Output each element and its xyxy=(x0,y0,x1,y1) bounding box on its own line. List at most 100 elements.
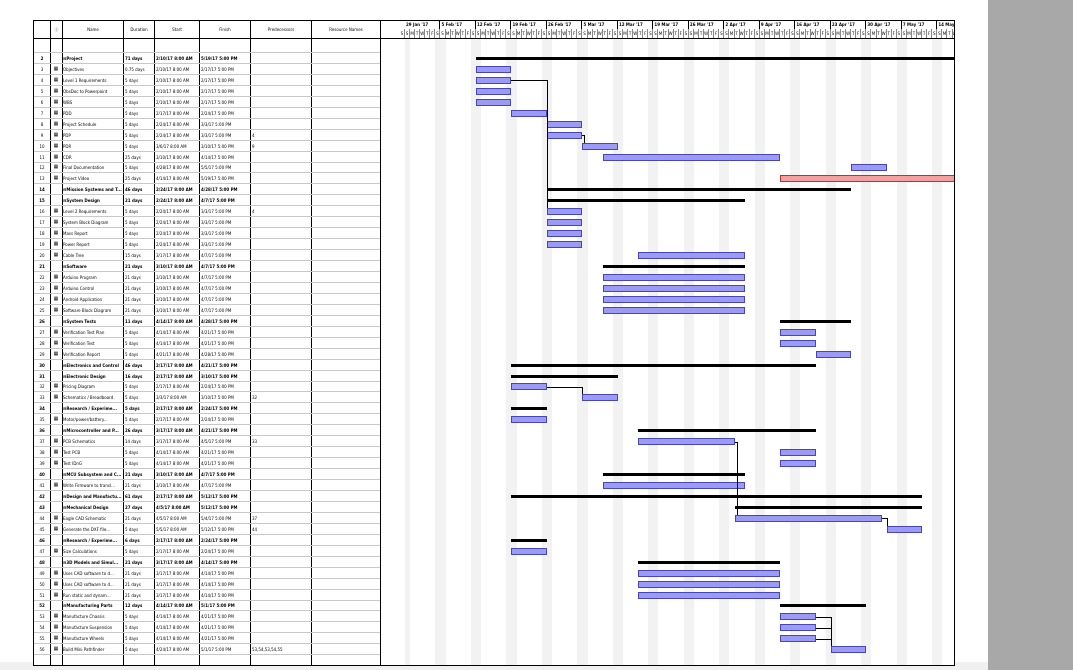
task-predecessors[interactable] xyxy=(251,447,312,458)
task-finish[interactable]: 3/3/17 5:00 PM xyxy=(201,220,232,226)
task-finish[interactable]: 2/24/17 5:00 PM xyxy=(201,417,234,423)
task-name[interactable]: Generate the DXF file... xyxy=(63,526,111,532)
summary-bar[interactable] xyxy=(602,473,745,477)
task-finish[interactable]: 4/14/17 5:00 PM xyxy=(201,154,234,160)
task-predecessors[interactable]: 53,54,53,54,55 xyxy=(252,647,283,653)
task-name[interactable]: ⊟Electronic Design xyxy=(63,373,106,379)
task-name[interactable]: Size Calculations xyxy=(63,548,97,554)
task-start[interactable]: 3/10/17 8:00 AM xyxy=(156,307,190,313)
task-duration[interactable]: 25 days xyxy=(125,176,141,182)
task-start[interactable]: 2/17/17 8:00 AM xyxy=(156,493,193,499)
task-finish[interactable]: 3/3/17 5:00 PM xyxy=(201,209,232,215)
task-name[interactable]: Motor/power/battery... xyxy=(63,417,108,423)
summary-bar[interactable] xyxy=(475,56,954,60)
task-duration[interactable]: 5 days xyxy=(125,417,139,423)
summary-task-row[interactable]: 42 ⊟Design and Manufactu... 61 days 2/17/17… xyxy=(34,491,380,502)
task-bar[interactable] xyxy=(546,219,583,227)
task-row[interactable]: 50 ▦ Uses CAD software to d... 21 days 3/17/… xyxy=(34,579,380,590)
task-predecessors[interactable] xyxy=(251,568,312,579)
task-row[interactable]: 35 ▦ Motor/power/battery... 5 days 2/17/17 8… xyxy=(34,414,380,426)
task-finish[interactable]: 4/7/17 5:00 PM xyxy=(201,198,235,204)
task-id[interactable]: 45 xyxy=(39,526,45,532)
task-start[interactable]: 2/17/17 8:00 AM xyxy=(156,548,190,554)
task-start[interactable]: 2/17/17 8:00 AM xyxy=(156,362,193,368)
summary-task-row[interactable]: 40 ⊟MCU Subsystem and C... 21 days 3/10/17 … xyxy=(34,469,380,481)
task-finish[interactable]: 3/3/17 5:00 PM xyxy=(201,242,232,248)
task-finish[interactable]: 4/28/17 5:00 PM xyxy=(201,187,238,193)
task-finish[interactable]: 4/21/17 5:00 PM xyxy=(201,362,238,368)
summary-task-row[interactable]: 14 ⊟Mission Systems and T... 46 days 2/24/1… xyxy=(34,184,380,196)
task-finish[interactable]: 3/10/17 5:00 PM xyxy=(201,395,234,401)
task-duration[interactable]: 5 days xyxy=(125,88,139,94)
task-predecessors[interactable] xyxy=(251,327,312,338)
task-name[interactable]: Manufacture Suspension xyxy=(63,625,113,631)
task-row[interactable]: 32 ▦ Pricing Diagram 5 days 2/17/17 8:00 AM 2… xyxy=(34,381,380,393)
task-duration[interactable]: 5 days xyxy=(125,614,139,620)
task-id[interactable]: 39 xyxy=(39,461,45,467)
task-name[interactable]: ObsDoc to Powerpoint xyxy=(63,88,108,94)
task-finish[interactable]: 5/5/17 5:00 PM xyxy=(201,165,232,171)
task-name[interactable]: ⊟3D Models and Simul... xyxy=(63,559,119,565)
task-row[interactable]: 38 ▦ Test PCB 5 days 4/14/17 8:00 AM 4/21/17 … xyxy=(34,447,380,459)
task-id[interactable]: 15 xyxy=(39,198,45,204)
task-duration[interactable]: 5 days xyxy=(125,526,139,532)
task-start[interactable]: 2/24/17 8:00 AM xyxy=(156,242,190,248)
task-id[interactable]: 50 xyxy=(39,581,45,587)
task-name[interactable]: ⊟MCU Subsystem and C... xyxy=(63,472,122,478)
task-name[interactable]: ⊟Software xyxy=(63,264,87,269)
task-duration[interactable]: 6 days xyxy=(125,537,140,543)
task-id[interactable]: 34 xyxy=(39,406,45,412)
task-row[interactable]: 37 ▦ PCB Schematics 14 days 3/17/17 8:00 AM 4… xyxy=(34,436,380,448)
task-duration[interactable]: 21 days xyxy=(125,198,143,204)
summary-bar[interactable] xyxy=(780,604,867,608)
task-bar[interactable] xyxy=(602,482,745,489)
task-duration[interactable]: 5 days xyxy=(125,351,139,357)
task-predecessors[interactable] xyxy=(251,414,312,425)
summary-bar[interactable] xyxy=(511,407,547,411)
task-row[interactable]: 53 ▦ Manufacture Chassis 5 days 4/14/17 8:00… xyxy=(34,611,380,623)
task-predecessors[interactable] xyxy=(251,86,312,97)
task-duration[interactable]: 5 days xyxy=(125,461,139,467)
task-predecessors[interactable]: 4 xyxy=(252,209,255,215)
task-bar[interactable] xyxy=(511,547,547,555)
task-finish[interactable]: 4/21/17 5:00 PM xyxy=(201,625,234,631)
task-row[interactable]: 12 ▦ Final Documentation 5 days 4/28/17 8:00… xyxy=(34,162,380,174)
task-finish[interactable]: 4/14/17 5:00 PM xyxy=(201,559,238,565)
task-row[interactable]: 29 ▦ Verification Report 5 days 4/21/17 8:00… xyxy=(34,349,380,360)
task-finish[interactable]: 2/17/17 5:00 PM xyxy=(201,66,234,72)
task-id[interactable]: 33 xyxy=(39,395,45,401)
col-header-predecessors[interactable]: Predecessors xyxy=(251,21,312,38)
task-duration[interactable]: 25 days xyxy=(125,154,141,160)
task-start[interactable]: 4/14/17 8:00 AM xyxy=(156,450,190,456)
task-duration[interactable]: 5 days xyxy=(125,384,139,390)
task-duration[interactable]: 21 days xyxy=(125,307,141,313)
task-finish[interactable]: 5/12/17 5:00 PM xyxy=(201,493,238,499)
task-duration[interactable]: 61 days xyxy=(125,493,143,499)
task-predecessors[interactable] xyxy=(251,502,312,513)
task-row[interactable]: 10 ▦ PDR 5 days 3/6/17 8:00 AM 3/10/17 5:00 P… xyxy=(34,141,380,152)
task-start[interactable]: 4/14/17 8:00 AM xyxy=(156,625,190,631)
task-start[interactable]: 4/5/17 8:00 AM xyxy=(156,504,190,510)
task-row[interactable]: 4 ▦ Level 1 Requirements 5 days 2/10/17 8:00… xyxy=(34,75,380,86)
task-finish[interactable]: 2/24/17 5:00 PM xyxy=(201,384,234,390)
task-predecessors[interactable] xyxy=(251,75,312,86)
task-start[interactable]: 3/10/17 8:00 AM xyxy=(156,285,190,291)
task-bar[interactable] xyxy=(546,208,583,216)
task-finish[interactable]: 5/1/17 5:00 PM xyxy=(201,647,232,653)
task-predecessors[interactable] xyxy=(251,546,312,557)
task-duration[interactable]: 5 days xyxy=(125,99,139,105)
task-finish[interactable]: 4/21/17 5:00 PM xyxy=(201,340,234,346)
task-row[interactable]: 27 ▦ Verification Test Plan 5 days 4/14/17 8… xyxy=(34,327,380,338)
task-predecessors[interactable] xyxy=(251,64,312,75)
task-predecessors[interactable]: 37 xyxy=(252,515,258,521)
task-finish[interactable]: 5/4/17 5:00 PM xyxy=(201,515,232,521)
task-finish[interactable]: 4/7/17 5:00 PM xyxy=(201,296,232,302)
task-duration[interactable]: 21 days xyxy=(125,285,141,291)
task-name[interactable]: ⊟Mission Systems and T... xyxy=(63,187,122,193)
task-duration[interactable]: 5 days xyxy=(125,395,139,401)
task-row[interactable]: 51 ▦ Run static and dynam... 21 days 3/17/17… xyxy=(34,590,380,601)
task-predecessors[interactable] xyxy=(251,97,312,108)
task-id[interactable]: 4 xyxy=(40,77,44,83)
task-name[interactable]: PDP xyxy=(63,132,71,138)
col-header-start[interactable]: Start xyxy=(155,21,200,38)
